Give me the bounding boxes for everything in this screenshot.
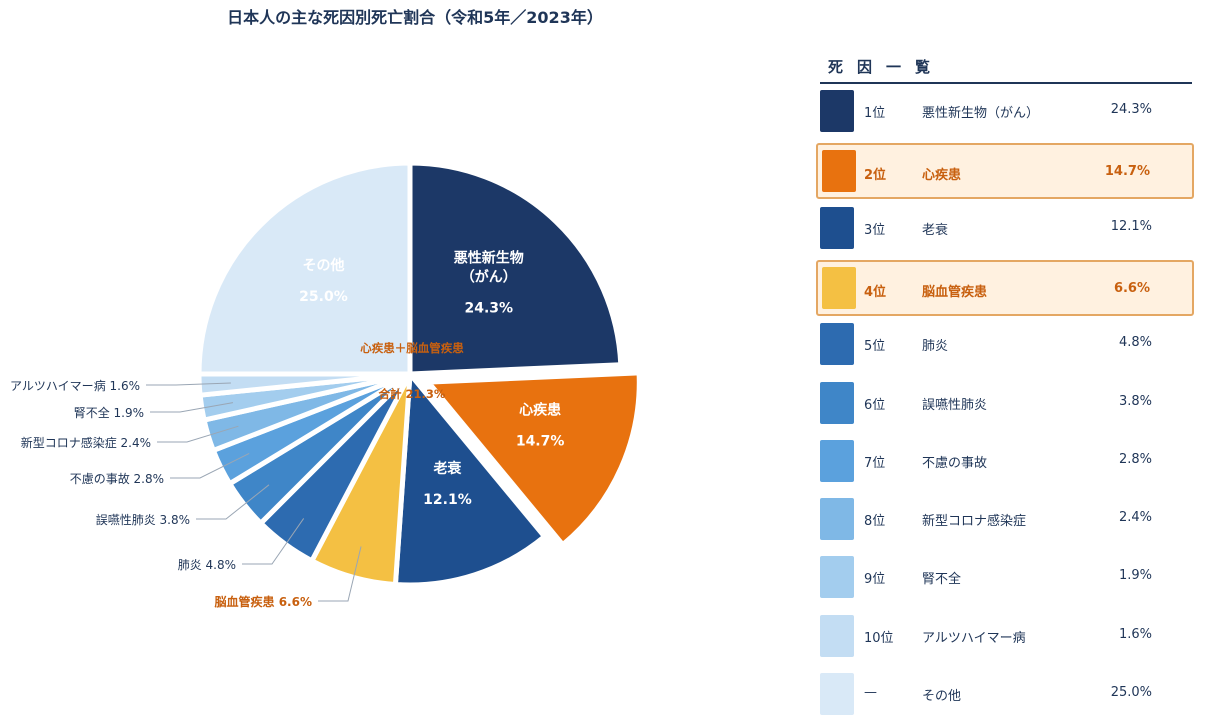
legend-row: 3位 老衰 12.1% (820, 203, 1192, 253)
callout-line (157, 425, 239, 443)
legend-cause-name: 誤嚥性肺炎 (922, 397, 988, 413)
legend-percentage: 14.7% (1104, 164, 1150, 180)
legend-rank: 7位 (864, 455, 886, 471)
slice-label: その他 (302, 257, 344, 274)
callout-label: 脳血管疾患 6.6% (215, 594, 312, 609)
legend-swatch (822, 266, 856, 309)
slice-label: 心疾患 (519, 401, 561, 418)
pie-slice (425, 370, 642, 548)
callout-line (242, 518, 305, 565)
legend-percentage: 1.9% (1118, 568, 1152, 584)
legend-cause-name: 老衰 (922, 222, 949, 238)
callout-label: 新型コロナ感染症 2.4% (21, 435, 151, 450)
legend-swatch (820, 381, 854, 424)
legend-rank: 3位 (864, 222, 886, 238)
legend-rank: 10位 (864, 630, 894, 646)
legend-row: — その他 25.0% (820, 669, 1192, 719)
pie-chart: 悪性新生物 （がん） 24.3% 心疾患 14.7% 老衰 12.1% その他 25.0% 脳血管… (10, 160, 642, 609)
legend-percentage: 2.4% (1118, 510, 1152, 526)
combined-annotation-value: 合計 21.3% (379, 387, 446, 401)
chart-title: 日本人の主な死因別死亡割合（令和5年／2023年） (227, 8, 603, 27)
legend-row: 1位 悪性新生物（がん） 24.3% (820, 86, 1192, 136)
pie-slice (407, 160, 624, 377)
legend-row: 2位 心疾患 14.7% (816, 143, 1194, 200)
legend-rank: — (864, 685, 877, 700)
legend-percentage: 4.8% (1118, 335, 1152, 351)
callout-line (150, 402, 234, 413)
legend-row: 8位 新型コロナ感染症 2.4% (820, 494, 1192, 544)
legend-row: 7位 不慮の事故 2.8% (820, 436, 1192, 486)
slice-label: 25.0% (299, 289, 348, 305)
slice-label: 24.3% (464, 301, 513, 317)
slice-label: 悪性新生物 (454, 250, 524, 267)
legend-percentage: 3.8% (1118, 393, 1152, 409)
legend-row: 9位 腎不全 1.9% (820, 552, 1192, 602)
legend-swatch (820, 498, 854, 541)
legend-swatch (820, 556, 854, 599)
combined-annotation-label: 心疾患＋脳血管疾患 (360, 341, 464, 355)
legend-rank: 5位 (864, 339, 886, 355)
legend-cause-name: 脳血管疾患 (922, 284, 988, 300)
legend-percentage: 1.6% (1118, 626, 1152, 642)
legend-rank: 1位 (864, 106, 886, 121)
legend-row: 10位 アルツハイマー病 1.6% (820, 611, 1192, 661)
legend-cause-name: 不慮の事故 (922, 455, 988, 471)
legend-title: 死因一覧 (820, 56, 1192, 84)
callout-label: アルツハイマー病 1.6% (10, 378, 140, 393)
callout-line (146, 382, 231, 386)
legend-rank: 4位 (864, 284, 887, 300)
callout-line (170, 452, 250, 479)
legend-row: 4位 脳血管疾患 6.6% (816, 259, 1194, 316)
legend-percentage: 6.6% (1113, 280, 1150, 296)
legend-swatch (820, 614, 854, 657)
callout-label: 肺炎 4.8% (178, 558, 236, 572)
slice-label: 老衰 (433, 460, 462, 477)
legend-percentage: 12.1% (1110, 218, 1152, 234)
legend-swatch (820, 439, 854, 482)
slice-label: 12.1% (423, 492, 472, 508)
legend-percentage: 24.3% (1110, 102, 1152, 117)
legend-cause-name: 悪性新生物（がん） (922, 106, 1040, 121)
callout-label: 不慮の事故 2.8% (70, 471, 164, 486)
legend-row: 6位 誤嚥性肺炎 3.8% (820, 378, 1192, 428)
pie-slice (196, 160, 413, 377)
legend-percentage: 2.8% (1118, 451, 1152, 467)
callout-label: 誤嚥性肺炎 3.8% (96, 512, 190, 527)
slice-label: （がん） (461, 269, 517, 286)
legend-cause-name: その他 (922, 689, 962, 704)
legend-swatch (822, 150, 856, 193)
legend-row: 5位 肺炎 4.8% (820, 319, 1192, 369)
legend-rank: 8位 (864, 514, 886, 530)
legend-cause-name: 心疾患 (922, 168, 962, 184)
legend-cause-name: 新型コロナ感染症 (922, 514, 1027, 530)
legend-rank: 9位 (864, 572, 886, 588)
legend-swatch (820, 323, 854, 366)
legend-swatch (820, 90, 854, 132)
pie-slice (392, 371, 547, 588)
slice-label: 14.7% (516, 433, 565, 449)
legend-swatch (820, 206, 854, 249)
legend-cause-name: 腎不全 (922, 572, 962, 588)
legend-percentage: 25.0% (1110, 685, 1152, 700)
legend-cause-name: アルツハイマー病 (922, 630, 1026, 646)
legend-cause-name: 肺炎 (922, 339, 949, 355)
callout-label: 腎不全 1.9% (74, 405, 144, 420)
callout-line (196, 484, 270, 520)
legend-rank: 6位 (864, 397, 886, 413)
callout-line (318, 546, 362, 602)
cause-legend: 死因一覧 1位 悪性新生物（がん） 24.3% 2位 心疾患 14.7% 3位 老衰 12.1%… (816, 56, 1194, 715)
legend-swatch (820, 673, 854, 715)
legend-rank: 2位 (864, 168, 887, 184)
